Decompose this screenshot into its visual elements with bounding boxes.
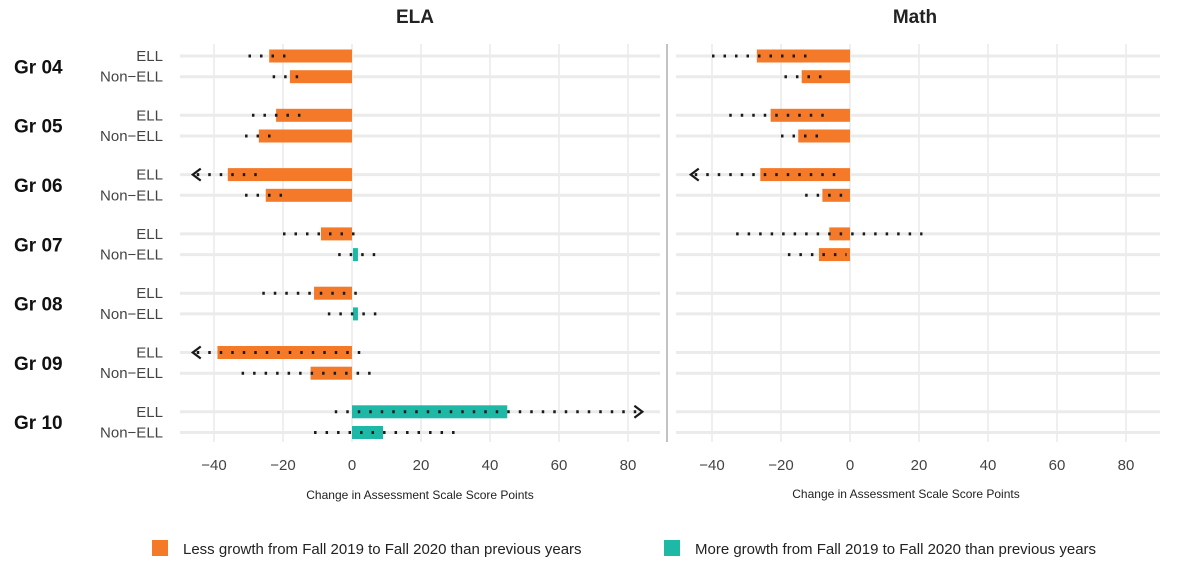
ela-gr-06-ell-bar (227, 168, 352, 182)
ela-gr-05-non-ell-bar (258, 129, 352, 143)
ela-x-tick-label: 40 (482, 457, 499, 474)
math-gr-06-non-ell-bar (822, 188, 850, 202)
ela-x-tick-label: 60 (551, 457, 568, 474)
math-x-tick-label: 60 (1049, 457, 1066, 474)
ela-gr-06-ell-arrow-left (190, 167, 202, 182)
math-x-tick-label: 40 (980, 457, 997, 474)
math-gr-05-non-ell-bar (798, 129, 850, 143)
math-gr-06-ell-bar (760, 168, 850, 182)
ela-gr-06-non-ell-bar (265, 188, 352, 202)
group-label-non-ell: Non−ELL (100, 187, 163, 204)
grade-label-gr-05: Gr 05 (14, 117, 63, 138)
group-label-ell: ELL (136, 167, 163, 184)
ela-x-tick-label: −40 (201, 457, 226, 474)
legend-swatch-less (152, 540, 168, 556)
math-x-tick-label: −40 (699, 457, 724, 474)
grade-label-gr-09: Gr 09 (14, 354, 63, 375)
ela-x-tick-label: 20 (413, 457, 430, 474)
ela-x-tick-label: −20 (270, 457, 295, 474)
group-label-non-ell: Non−ELL (100, 247, 163, 264)
group-label-ell: ELL (136, 285, 163, 302)
group-label-non-ell: Non−ELL (100, 69, 163, 86)
group-label-non-ell: Non−ELL (100, 365, 163, 382)
ela-gr-08-non-ell-bar (352, 307, 358, 321)
ela-x-tick-label: 0 (348, 457, 356, 474)
ela-gr-10-ell-arrow-right (633, 404, 645, 419)
math-panel-title: Math (893, 7, 937, 28)
group-label-ell: ELL (136, 107, 163, 124)
math-x-axis-label: Change in Assessment Scale Score Points (792, 487, 1019, 501)
math-gr-04-non-ell-bar (801, 70, 850, 84)
ela-gr-04-ell-bar (269, 49, 352, 63)
ela-panel-title: ELA (396, 7, 434, 28)
ela-gr-10-ell-bar (352, 405, 508, 419)
legend: Less growth from Fall 2019 to Fall 2020 … (152, 540, 1096, 558)
ela-gr-10-non-ell-bar (352, 426, 384, 439)
group-label-ell: ELL (136, 48, 163, 65)
grade-label-gr-06: Gr 06 (14, 176, 63, 197)
math-x-tick-label: −20 (768, 457, 793, 474)
ela-x-tick-label: 80 (620, 457, 637, 474)
ela-gr-04-non-ell-bar (289, 70, 352, 84)
grade-label-gr-08: Gr 08 (14, 295, 63, 316)
marks-layer (190, 49, 923, 439)
math-x-tick-label: 0 (846, 457, 854, 474)
labels-layer: ELA −40 −20 0 20 40 60 80 Math −40 −20 0 20 40 60 80 Gr … (14, 7, 1134, 474)
group-label-ell: ELL (136, 404, 163, 421)
math-x-tick-label: 20 (911, 457, 928, 474)
math-gr-06-ell-arrow-left (688, 167, 700, 182)
group-label-ell: ELL (136, 345, 163, 362)
group-label-non-ell: Non−ELL (100, 128, 163, 145)
ela-gr-07-non-ell-bar (352, 248, 358, 262)
group-label-non-ell: Non−ELL (100, 306, 163, 323)
group-label-ell: ELL (136, 226, 163, 243)
ela-gr-05-ell-bar (276, 108, 352, 122)
group-label-non-ell: Non−ELL (100, 425, 163, 442)
ela-gr-09-non-ell-bar (310, 366, 352, 380)
math-gr-04-ell-bar (756, 49, 850, 63)
grade-label-gr-04: Gr 04 (14, 57, 63, 78)
ela-gr-09-ell-arrow-left (190, 345, 202, 360)
grade-label-gr-07: Gr 07 (14, 235, 63, 256)
grade-label-gr-10: Gr 10 (14, 413, 63, 434)
legend-label-more: More growth from Fall 2019 to Fall 2020 … (695, 541, 1096, 558)
math-x-tick-label: 80 (1118, 457, 1135, 474)
ela-gr-09-ell-bar (217, 346, 352, 359)
ela-gr-07-ell-bar (320, 227, 352, 241)
legend-label-less: Less growth from Fall 2019 to Fall 2020 … (183, 541, 582, 558)
grid-layer (180, 44, 1160, 442)
legend-swatch-more (664, 540, 680, 556)
ela-x-axis-label: Change in Assessment Scale Score Points (306, 488, 533, 502)
